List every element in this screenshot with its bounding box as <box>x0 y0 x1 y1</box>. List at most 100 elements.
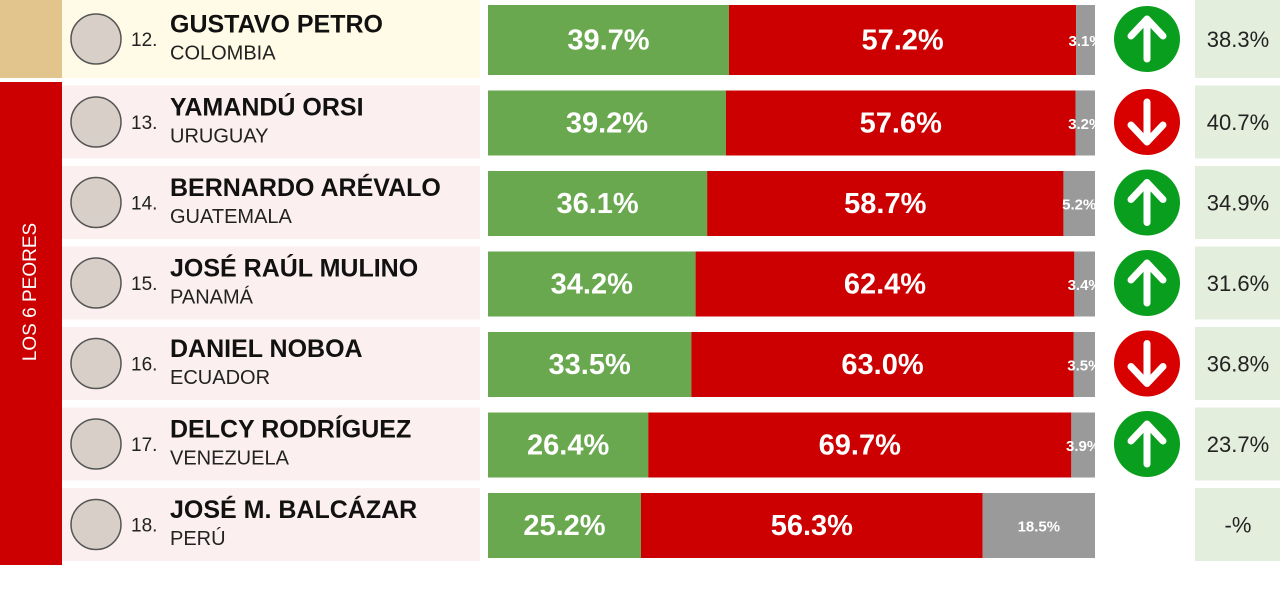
country: COLOMBIA <box>170 42 276 64</box>
bar-label: 18.5% <box>1018 518 1061 535</box>
name: DELCY RODRÍGUEZ <box>170 415 411 444</box>
bar-label: 3.9% <box>1066 438 1100 455</box>
photo <box>70 498 122 551</box>
trend-arrow <box>1127 179 1167 226</box>
rank: 15. <box>131 274 157 295</box>
bar-label: 36.1% <box>556 188 638 220</box>
bar-label: 25.2% <box>523 510 605 542</box>
bar-label: 39.7% <box>567 25 649 57</box>
bar-label: 58.7% <box>844 188 926 220</box>
bar-unsure <box>1074 251 1095 317</box>
name-cell <box>62 327 480 400</box>
bar-label: 62.4% <box>844 269 926 301</box>
bar-approve <box>488 90 726 156</box>
name: BERNARDO ARÉVALO <box>170 173 441 202</box>
rank: 17. <box>131 435 157 456</box>
bar-label: 5.2% <box>1062 196 1096 213</box>
name: JOSÉ M. BALCÁZAR <box>170 495 417 524</box>
bar-label: 3.2% <box>1068 116 1102 133</box>
country: VENEZUELA <box>170 447 290 469</box>
bar-label: 3.1% <box>1068 33 1102 50</box>
bar-approve <box>488 493 641 558</box>
name: GUSTAVO PETRO <box>170 11 383 39</box>
previous: 31.6% <box>1207 271 1269 296</box>
bar-label: 69.7% <box>819 430 901 462</box>
name-cell <box>62 166 480 239</box>
name-cell <box>62 0 480 78</box>
bar-disapprove <box>640 493 983 558</box>
bar-disapprove <box>725 90 1076 156</box>
previous: 40.7% <box>1207 110 1269 135</box>
rank: 12. <box>131 30 157 51</box>
previous-cell <box>1195 327 1280 400</box>
country: PERÚ <box>170 527 226 550</box>
previous-cell <box>1195 246 1280 320</box>
previous-cell <box>1195 85 1280 159</box>
name-cell <box>62 407 480 481</box>
bar-approve <box>488 412 649 478</box>
bar-label: 56.3% <box>771 510 853 542</box>
bar-disapprove <box>707 171 1064 236</box>
bar-approve <box>488 251 696 317</box>
bar-label: 3.4% <box>1068 277 1102 294</box>
bar-unsure <box>1076 5 1095 75</box>
name: YAMANDÚ ORSI <box>170 92 364 122</box>
previous: 38.3% <box>1207 27 1269 52</box>
trend-arrow <box>1127 15 1167 63</box>
bar-disapprove <box>648 412 1072 478</box>
name-cell <box>62 85 480 159</box>
previous: 23.7% <box>1207 432 1269 457</box>
country: PANAMÁ <box>170 285 254 308</box>
previous: -% <box>1225 512 1252 537</box>
bar-unsure <box>1073 332 1095 397</box>
previous-cell <box>1195 166 1280 239</box>
name: JOSÉ RAÚL MULINO <box>170 253 418 283</box>
rank: 16. <box>131 355 157 376</box>
side-band <box>0 82 62 565</box>
trend-arrow <box>1127 420 1167 468</box>
photo <box>70 418 122 470</box>
bar-approve <box>488 332 692 397</box>
previous-cell <box>1195 0 1280 78</box>
photo <box>70 96 122 148</box>
bar-label: 26.4% <box>527 430 609 462</box>
bar-unsure <box>1075 90 1095 156</box>
rank: 13. <box>131 113 157 134</box>
rank: 18. <box>131 516 157 537</box>
bar-label: 63.0% <box>841 349 923 381</box>
bar-disapprove <box>695 251 1075 317</box>
side-band <box>0 0 62 78</box>
bar-unsure <box>982 493 1095 558</box>
country: URUGUAY <box>170 125 269 147</box>
bar-approve <box>488 171 708 236</box>
trend-arrow <box>1127 98 1167 146</box>
bar-label: 3.5% <box>1067 357 1101 374</box>
name: DANIEL NOBOA <box>170 335 363 363</box>
previous: 34.9% <box>1207 190 1269 215</box>
trend-arrow <box>1127 259 1167 307</box>
bar-disapprove <box>691 332 1074 397</box>
bar-unsure <box>1071 412 1095 478</box>
bar-label: 57.6% <box>860 108 942 140</box>
photo <box>70 337 122 390</box>
previous-cell <box>1195 407 1280 481</box>
bar-label: 33.5% <box>549 349 631 381</box>
bar-label: 34.2% <box>551 269 633 301</box>
previous-cell <box>1195 488 1280 561</box>
country: GUATEMALA <box>170 206 293 228</box>
bar-label: 39.2% <box>566 108 648 140</box>
bar-approve <box>488 5 729 75</box>
previous: 36.8% <box>1207 351 1269 376</box>
photo <box>70 257 122 309</box>
photo <box>70 13 122 65</box>
bar-unsure <box>1063 171 1095 236</box>
country: ECUADOR <box>170 367 270 389</box>
bar-label: 57.2% <box>861 25 943 57</box>
rank: 14. <box>131 194 157 215</box>
trend-arrow <box>1127 340 1167 387</box>
name-cell <box>62 246 480 320</box>
side-label: LOS 6 PEORES <box>20 223 41 361</box>
name-cell <box>62 488 480 561</box>
photo <box>70 176 122 229</box>
